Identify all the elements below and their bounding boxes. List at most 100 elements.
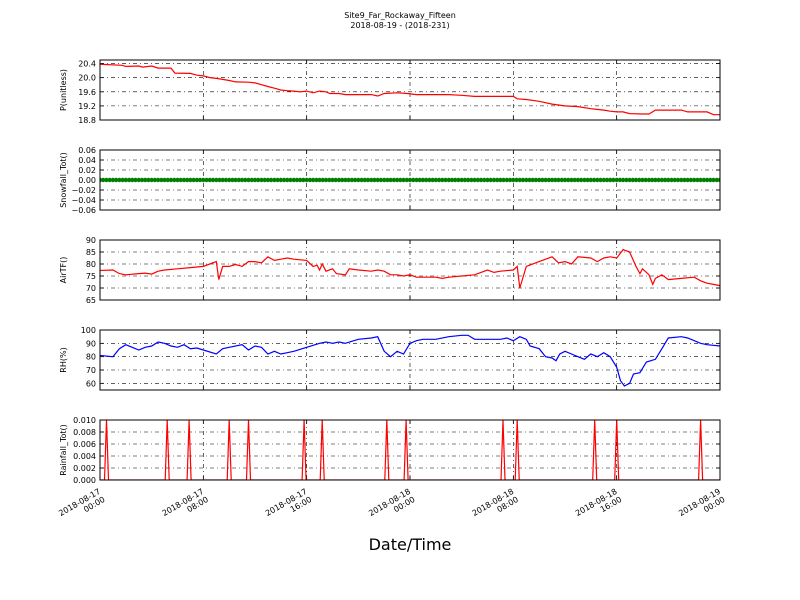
chart-subtitle: 2018-08-19 - (2018-231) [350, 21, 450, 30]
snowfall-point [462, 177, 468, 183]
y-tick-label: 0.00 [78, 176, 96, 185]
snowfall-point [207, 177, 212, 183]
snowfall-point [220, 177, 225, 183]
y-tick-label: 90 [86, 339, 96, 348]
snowfall-point [624, 177, 629, 183]
snowfall-point [465, 177, 471, 183]
snowfall-point [656, 177, 661, 183]
y-tick-label: −0.02 [71, 186, 96, 195]
snowfall-point [498, 177, 503, 183]
snowfall-point [524, 177, 529, 183]
snowfall-point [365, 177, 371, 183]
snowfall-point [285, 177, 290, 183]
snowfall-point [323, 177, 329, 183]
snowfall-point [110, 177, 116, 183]
snowfall-point [168, 177, 174, 183]
snowfall-point [633, 177, 639, 183]
snowfall-point [201, 177, 206, 183]
snowfall-point [679, 177, 684, 183]
y-tick-label: 0.004 [73, 452, 96, 461]
y-axis-label: RH(%) [59, 347, 68, 372]
x-axis-label: Date/Time [369, 535, 452, 554]
snowfall-point [537, 177, 542, 183]
snowfall-point [433, 177, 438, 183]
snowfall-point [197, 177, 203, 183]
snowfall-point [291, 177, 296, 183]
snowfall-point [662, 177, 668, 183]
snowfall-point [488, 177, 493, 183]
snowfall-point [310, 177, 316, 183]
y-tick-label: 70 [86, 284, 96, 293]
snowfall-point [130, 177, 135, 183]
snowfall-point [604, 177, 610, 183]
y-tick-label: 65 [86, 296, 96, 305]
snowfall-point [356, 177, 361, 183]
y-tick-label: 80 [86, 353, 96, 362]
snowfall-point [514, 177, 519, 183]
snowfall-point [372, 177, 377, 183]
snowfall-point [126, 177, 132, 183]
snowfall-point [159, 177, 164, 183]
x-tick-label: 2018-08-1708:00 [161, 487, 210, 526]
snowfall-point [562, 177, 568, 183]
panel-2-series [100, 177, 720, 183]
panel-4-line [100, 334, 720, 387]
snowfall-point [113, 177, 119, 183]
snowfall-point [272, 177, 277, 183]
snowfall-point [650, 177, 655, 183]
x-tick-label: 2018-08-1700:00 [57, 487, 106, 526]
snowfall-point [288, 177, 293, 183]
snowfall-point [204, 177, 209, 183]
snowfall-point [559, 177, 564, 183]
snowfall-point [375, 177, 380, 183]
snowfall-point [265, 177, 271, 183]
panel-5-series [100, 420, 720, 480]
snowfall-point [359, 177, 364, 183]
snowfall-point [146, 177, 151, 183]
snowfall-point [682, 177, 687, 183]
snowfall-point [227, 177, 232, 183]
snowfall-point [578, 177, 584, 183]
snowfall-point [611, 177, 616, 183]
snowfall-point [653, 177, 658, 183]
panel-2: −0.06−0.04−0.020.000.020.040.06 Snowfall_… [59, 146, 721, 215]
snowfall-point [233, 177, 238, 183]
snowfall-point [491, 177, 497, 183]
snowfall-point [304, 177, 309, 183]
snowfall-point [401, 177, 406, 183]
snowfall-point [149, 177, 154, 183]
snowfall-point [223, 177, 229, 183]
snowfall-point [398, 177, 403, 183]
snowfall-point [520, 177, 526, 183]
snowfall-point [243, 177, 248, 183]
snowfall-point [298, 177, 303, 183]
snowfall-point [407, 177, 413, 183]
y-axis-label: P(unitless) [59, 69, 68, 111]
snowfall-point [714, 177, 719, 183]
y-tick-label: 80 [86, 260, 96, 269]
snowfall-point [165, 177, 170, 183]
snowfall-point [549, 177, 555, 183]
snowfall-point [278, 177, 283, 183]
snowfall-point [327, 177, 332, 183]
snowfall-point [181, 177, 187, 183]
snowfall-point [582, 177, 587, 183]
snowfall-point [517, 177, 522, 183]
y-tick-label: −0.06 [71, 206, 96, 215]
snowfall-point [346, 177, 351, 183]
panel-4-series [100, 334, 720, 387]
y-tick-label: 60 [86, 379, 96, 388]
snowfall-point [543, 177, 548, 183]
snowfall-point [601, 177, 606, 183]
snowfall-point [569, 177, 574, 183]
snowfall-point [530, 177, 535, 183]
x-tick-label: 2018-08-1816:00 [574, 487, 623, 526]
snowfall-point [504, 177, 510, 183]
snowfall-point [427, 177, 432, 183]
snowfall-point [294, 177, 300, 183]
x-tick-label: 2018-08-1716:00 [264, 487, 313, 526]
x-tick-label: 2018-08-1900:00 [677, 487, 726, 526]
panel-5: 0.000 0.002 0.004 0.006 0.008 0.010 Rainfall_T… [57, 416, 726, 526]
panel-1-frame [99, 59, 721, 121]
snowfall-point [382, 177, 387, 183]
